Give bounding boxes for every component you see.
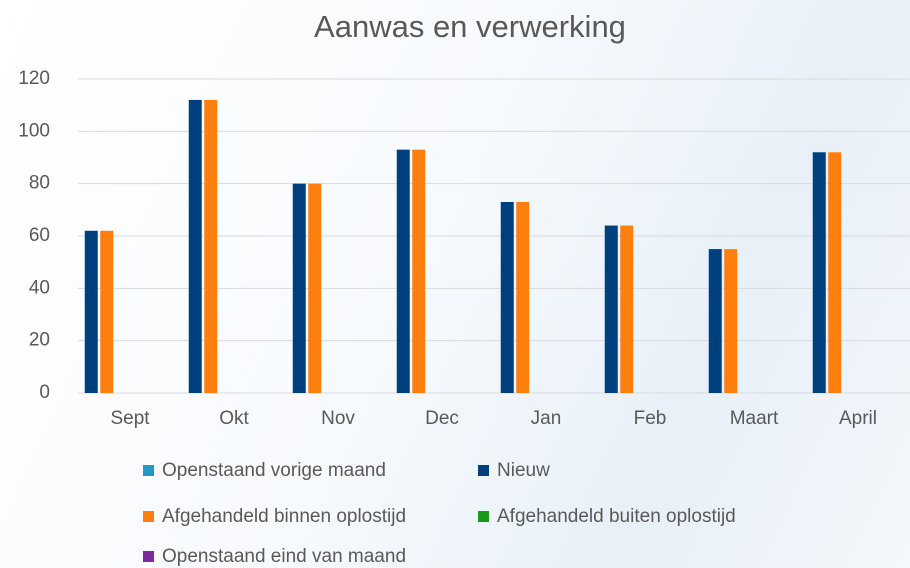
legend-swatch [478,465,489,476]
bar [308,183,322,393]
bar [620,225,634,393]
bar [828,152,842,393]
x-tick-label: Sept [110,408,150,429]
bar [500,201,514,393]
bar [188,99,202,393]
bar [812,152,826,393]
legend-label: Openstaand vorige maand [162,460,386,481]
legend-label: Afgehandeld binnen oplostijd [162,506,406,527]
legend-swatch [143,465,154,476]
y-tick-label: 20 [29,330,50,351]
bar [84,230,98,393]
x-tick-label: Dec [425,408,459,429]
y-tick-label: 0 [39,382,50,403]
bar [724,249,738,393]
y-tick-label: 100 [18,120,50,141]
y-tick-label: 120 [18,68,50,89]
bar [412,149,426,393]
y-tick-label: 80 [29,173,50,194]
x-tick-label: Okt [219,408,249,429]
chart-title: Aanwas en verwerking [314,9,626,44]
x-tick-label: April [839,408,877,429]
legend-label: Openstaand eind van maand [162,546,406,567]
legend-swatch [478,511,489,522]
x-tick-label: Jan [531,408,562,429]
legend-label: Nieuw [497,460,550,481]
y-tick-label: 60 [29,225,50,246]
legend-swatch [143,551,154,562]
x-tick-label: Feb [634,408,667,429]
bar [100,230,114,393]
bar [604,225,618,393]
y-tick-label: 40 [29,277,50,298]
legend-label: Afgehandeld buiten oplostijd [497,506,736,527]
bar [708,249,722,393]
bar [204,99,218,393]
x-tick-label: Nov [321,408,355,429]
x-tick-label: Maart [730,408,779,429]
bar [516,201,530,393]
bar [396,149,410,393]
legend-swatch [143,511,154,522]
bar [292,183,306,393]
